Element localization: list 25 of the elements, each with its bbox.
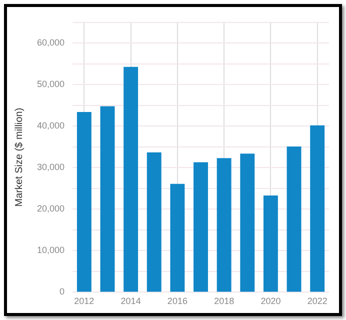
y-tick-label: 10,000: [36, 245, 65, 256]
y-tick-label: 30,000: [36, 162, 65, 172]
y-tick-label: 0: [60, 286, 65, 297]
bar: [76, 112, 92, 292]
bar: [146, 152, 162, 292]
bar: [240, 154, 255, 292]
x-tick-label: 2022: [307, 296, 328, 306]
x-tick-label: 2018: [214, 296, 234, 306]
y-axis-title: Market Size ($ million): [14, 108, 25, 207]
x-tick-label: 2016: [167, 296, 188, 306]
y-tick-label: 40,000: [36, 120, 65, 131]
bar: [310, 125, 325, 292]
x-tick-label: 2014: [120, 296, 141, 306]
bar: [194, 162, 208, 292]
y-tick-label: 20,000: [36, 204, 65, 214]
bar: [124, 66, 138, 292]
bar: [100, 106, 115, 292]
bar: [286, 146, 302, 292]
x-tick-label: 2020: [260, 296, 281, 306]
bar: [170, 184, 185, 292]
bar: [216, 158, 232, 292]
y-tick-label: 50,000: [36, 79, 65, 90]
x-tick-label: 2012: [74, 296, 94, 306]
bar: [263, 195, 278, 292]
y-tick-label: 60,000: [36, 38, 65, 48]
